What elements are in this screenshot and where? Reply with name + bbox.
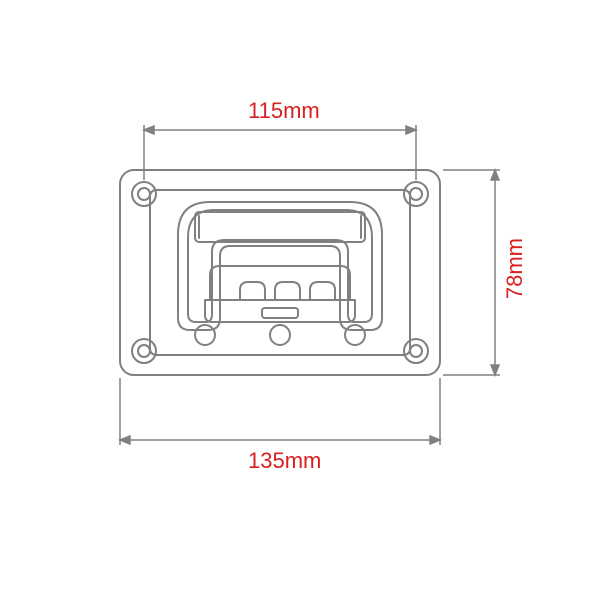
grip-bar: [195, 212, 365, 242]
technical-drawing: [0, 0, 600, 600]
dim-label-bottom: 135mm: [248, 448, 321, 474]
dim-label-top: 115mm: [248, 98, 320, 124]
bottom-holes: [195, 325, 365, 345]
diagram-stage: 115mm 135mm 78mm: [0, 0, 600, 600]
dim-label-right: 78mm: [502, 238, 528, 299]
handle-assembly: [178, 202, 382, 330]
